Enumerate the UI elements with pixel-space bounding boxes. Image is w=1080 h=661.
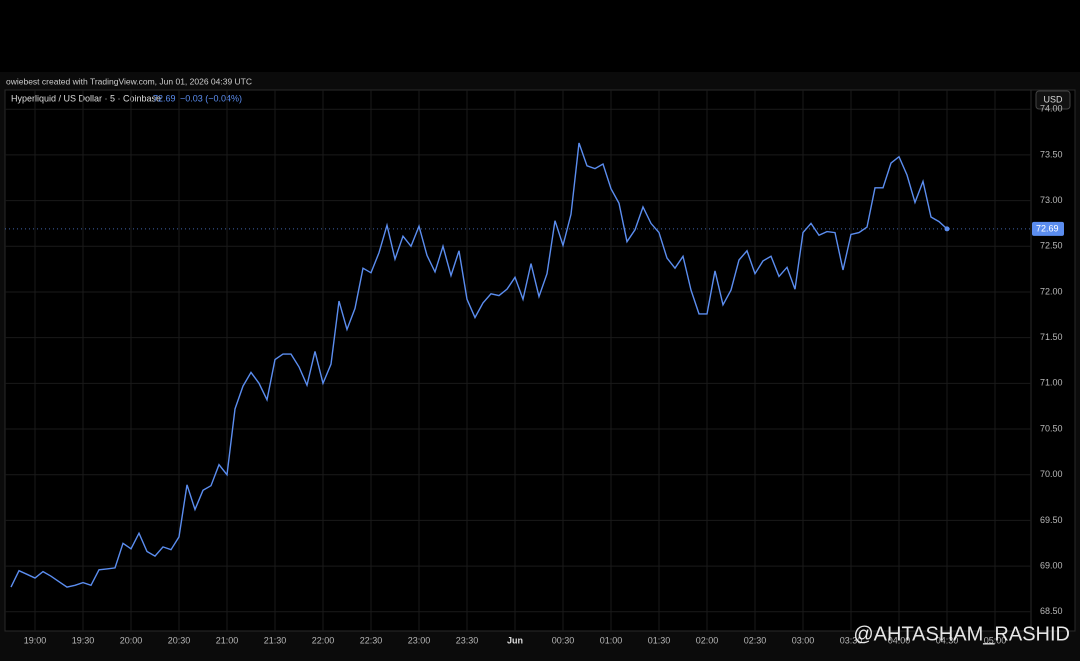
y-tick-label: 74.00 [1040, 104, 1063, 114]
x-tick-label: 02:30 [744, 635, 767, 645]
last-price-box [1032, 221, 1064, 236]
x-tick-label: 04:30 [936, 635, 959, 645]
y-tick-label: 70.00 [1040, 469, 1063, 479]
last-point [944, 226, 950, 232]
x-tick-label: 22:30 [360, 635, 383, 645]
y-tick-label: 71.00 [1040, 378, 1063, 388]
x-tick-label: 22:00 [312, 635, 335, 645]
watermark: @AHTASHAM_RASHID [853, 623, 1070, 645]
price-line [10, 142, 948, 588]
x-tick-label: 21:00 [216, 635, 239, 645]
y-tick-label: 73.50 [1040, 149, 1063, 159]
x-tick-label: 03:30 [840, 635, 863, 645]
x-tick-label: Jun [507, 635, 523, 645]
x-tick-label: 00:30 [552, 635, 575, 645]
credit: owiebest created with TradingView.com, J… [6, 76, 252, 86]
x-tick-label: 01:00 [600, 635, 623, 645]
y-tick-label: 68.50 [1040, 606, 1063, 616]
x-tick-label: 23:30 [456, 635, 479, 645]
y-tick-label: 72.50 [1040, 241, 1063, 251]
y-tick-label: 73.00 [1040, 195, 1063, 205]
x-tick-label: 19:30 [72, 635, 95, 645]
y-tick-label: 71.50 [1040, 332, 1063, 342]
chart-frame [4, 89, 1076, 632]
y-tick-label: 70.50 [1040, 423, 1063, 433]
last-price-label: 72.69 [1036, 223, 1059, 233]
x-tick-label: 02:00 [696, 635, 719, 645]
last-price: 72.69 [153, 93, 176, 103]
x-tick-label: 01:30 [648, 635, 671, 645]
x-tick-label: 21:30 [264, 635, 287, 645]
x-tick-label: 23:00 [408, 635, 431, 645]
x-tick-label: 19:00 [24, 635, 47, 645]
x-tick-label: 04:00 [888, 635, 911, 645]
currency-button[interactable] [1035, 90, 1071, 110]
symbol: Hyperliquid / US Dollar · 5 · Coinbase [11, 93, 161, 103]
change: −0.03 (−0.04%) [180, 93, 242, 103]
currency[interactable]: USD [1043, 94, 1063, 104]
x-tick-label: 05:00 [984, 635, 1007, 645]
x-tick-label: 03:00 [792, 635, 815, 645]
y-tick-label: 69.50 [1040, 515, 1063, 525]
x-tick-label: 20:30 [168, 635, 191, 645]
y-tick-label: 72.00 [1040, 286, 1063, 296]
x-tick-label: 20:00 [120, 635, 143, 645]
y-tick-label: 69.00 [1040, 560, 1063, 570]
